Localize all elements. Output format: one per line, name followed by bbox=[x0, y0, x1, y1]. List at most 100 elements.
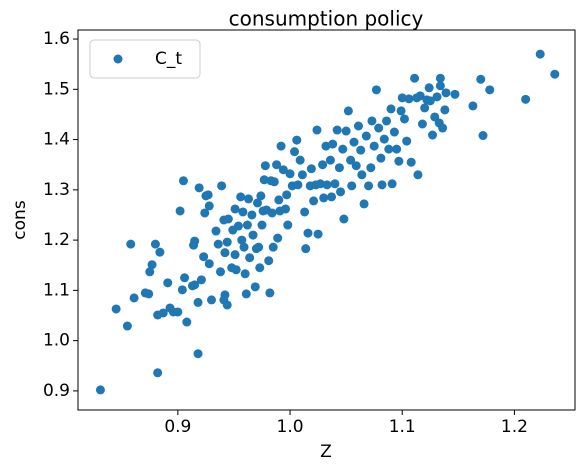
point bbox=[158, 308, 168, 318]
point bbox=[432, 92, 442, 102]
point bbox=[392, 144, 402, 154]
point bbox=[247, 210, 257, 220]
point bbox=[244, 194, 254, 204]
point bbox=[213, 239, 223, 249]
x-tick-label: 1.0 bbox=[277, 417, 304, 437]
point bbox=[204, 201, 214, 211]
point bbox=[173, 307, 183, 317]
point bbox=[364, 181, 374, 191]
y-tick-label: 1.5 bbox=[43, 79, 70, 99]
point bbox=[95, 385, 105, 395]
point bbox=[397, 93, 407, 103]
point bbox=[309, 196, 319, 206]
point bbox=[435, 73, 445, 83]
y-tick-label: 0.9 bbox=[43, 381, 70, 401]
point bbox=[163, 278, 173, 288]
point bbox=[374, 123, 384, 133]
point bbox=[417, 119, 427, 129]
point bbox=[190, 280, 200, 290]
point bbox=[223, 214, 233, 224]
point bbox=[371, 85, 381, 95]
point bbox=[273, 233, 283, 243]
point bbox=[485, 85, 495, 95]
point bbox=[468, 101, 478, 111]
point bbox=[441, 88, 451, 98]
point bbox=[250, 282, 260, 292]
point bbox=[339, 214, 349, 224]
point bbox=[269, 177, 279, 187]
point bbox=[193, 297, 203, 307]
point bbox=[425, 96, 435, 106]
y-tick-label: 1.2 bbox=[43, 230, 70, 250]
point bbox=[254, 242, 264, 252]
point bbox=[394, 156, 404, 166]
y-tick-label: 1.6 bbox=[43, 29, 70, 49]
point bbox=[253, 198, 263, 208]
point bbox=[175, 206, 185, 216]
point bbox=[196, 275, 206, 285]
point bbox=[336, 187, 346, 197]
point bbox=[376, 153, 386, 163]
point bbox=[240, 269, 250, 279]
point bbox=[428, 130, 438, 140]
y-tick-label: 1.3 bbox=[43, 180, 70, 200]
point bbox=[402, 136, 412, 146]
point bbox=[292, 135, 302, 145]
point bbox=[535, 49, 545, 59]
point bbox=[420, 103, 430, 113]
point bbox=[190, 236, 200, 246]
point bbox=[260, 161, 270, 171]
point bbox=[367, 116, 377, 126]
point bbox=[177, 285, 187, 295]
point bbox=[347, 181, 357, 191]
point bbox=[238, 207, 248, 217]
point bbox=[334, 163, 344, 173]
point bbox=[303, 228, 313, 238]
point bbox=[285, 169, 295, 179]
point bbox=[147, 260, 157, 270]
point bbox=[389, 127, 399, 137]
point bbox=[276, 141, 286, 151]
point bbox=[351, 161, 361, 171]
x-tick-label: 1.1 bbox=[389, 417, 416, 437]
point bbox=[313, 229, 323, 239]
point bbox=[193, 349, 203, 359]
point bbox=[424, 83, 434, 93]
legend-marker bbox=[113, 54, 123, 64]
point bbox=[521, 94, 531, 104]
point bbox=[322, 180, 332, 190]
point bbox=[207, 295, 217, 305]
point bbox=[396, 106, 406, 116]
point bbox=[319, 193, 329, 203]
point bbox=[126, 239, 136, 249]
point bbox=[145, 267, 155, 277]
y-axis-label: cons bbox=[10, 200, 30, 240]
point bbox=[404, 94, 414, 104]
point bbox=[237, 235, 247, 245]
point bbox=[327, 192, 337, 202]
point bbox=[318, 160, 328, 170]
y-tick-label: 1.4 bbox=[43, 130, 70, 150]
point bbox=[476, 74, 486, 84]
point bbox=[377, 180, 387, 190]
point bbox=[382, 116, 392, 126]
y-tick-label: 1.0 bbox=[43, 331, 70, 351]
point bbox=[203, 190, 213, 200]
point bbox=[379, 134, 389, 144]
plot-frame bbox=[77, 29, 576, 411]
point bbox=[369, 141, 379, 151]
point bbox=[222, 300, 232, 310]
point bbox=[211, 226, 221, 236]
point bbox=[312, 125, 322, 135]
chart-title: consumption policy bbox=[229, 7, 424, 31]
point bbox=[356, 145, 366, 155]
point bbox=[359, 199, 369, 209]
point bbox=[200, 208, 210, 218]
point bbox=[259, 175, 269, 185]
point bbox=[330, 179, 340, 189]
point bbox=[357, 170, 367, 180]
legend-label: C_t bbox=[155, 49, 182, 69]
point bbox=[295, 155, 305, 165]
point bbox=[255, 263, 265, 273]
